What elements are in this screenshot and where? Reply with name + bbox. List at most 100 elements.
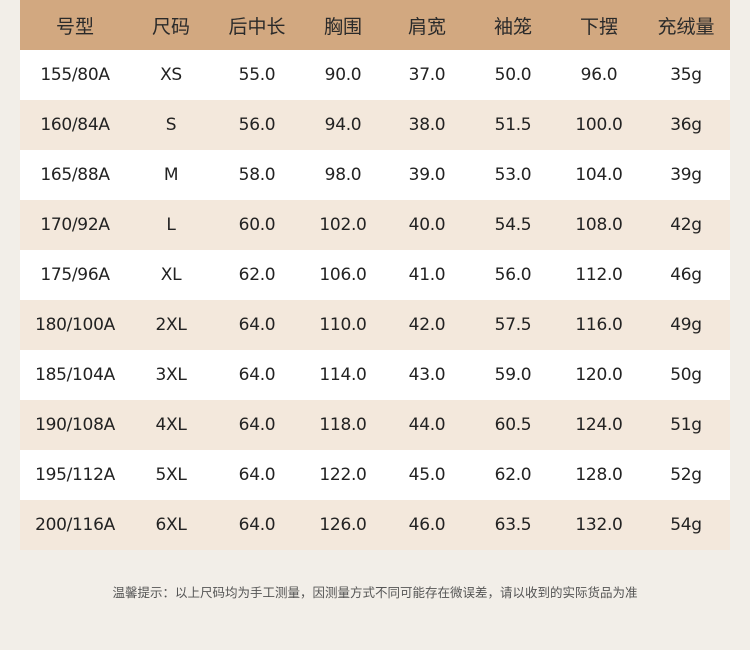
table-cell: 4XL: [155, 415, 187, 435]
table-cell: 40.0: [408, 215, 446, 235]
table-cell: 51g: [670, 415, 702, 435]
header-cell: 下摆: [579, 15, 618, 38]
table-cell: XL: [160, 265, 182, 285]
table-cell: 116.0: [575, 315, 623, 335]
table-cell: 110.0: [319, 315, 367, 335]
table-cell: 128.0: [575, 465, 623, 485]
table-cell: 51.5: [494, 115, 532, 135]
table-cell: 112.0: [575, 265, 623, 285]
table-cell: 62.0: [238, 265, 276, 285]
header-cell: 后中长: [228, 15, 286, 38]
table-cell: 64.0: [238, 365, 276, 385]
table-cell: 41.0: [408, 265, 446, 285]
table-cell: 54g: [670, 515, 702, 535]
table-cell: 132.0: [575, 515, 623, 535]
table-cell: 44.0: [408, 415, 446, 435]
table-cell: 42g: [670, 215, 702, 235]
table-row: 175/96A XL 62.0 106.0 41.0 56.0 112.0 46g: [20, 250, 730, 300]
table-cell: 60.0: [238, 215, 276, 235]
table-cell: 102.0: [319, 215, 367, 235]
measurement-note: 温馨提示：以上尺码均为手工测量，因测量方式不同可能存在微误差，请以收到的实际货品…: [112, 585, 638, 600]
table-cell: 60.5: [494, 415, 532, 435]
table-cell: 64.0: [238, 515, 276, 535]
header-cell: 胸围: [323, 15, 362, 38]
table-cell: L: [166, 215, 176, 235]
table-cell: 55.0: [238, 65, 276, 85]
table-cell: 50.0: [494, 65, 532, 85]
table-cell: 155/80A: [40, 65, 110, 85]
table-cell: 45.0: [408, 465, 446, 485]
table-cell: 170/92A: [40, 215, 110, 235]
table-cell: 54.5: [494, 215, 532, 235]
table-cell: 39.0: [408, 165, 446, 185]
table-row: 190/108A 4XL 64.0 118.0 44.0 60.5 124.0 51g: [20, 400, 730, 450]
table-cell: 64.0: [238, 465, 276, 485]
table-cell: 120.0: [575, 365, 623, 385]
table-cell: 160/84A: [40, 115, 110, 135]
header-cell: 充绒量: [657, 15, 715, 38]
table-cell: 59.0: [494, 365, 532, 385]
table-cell: 2XL: [155, 315, 187, 335]
table-cell: 64.0: [238, 415, 276, 435]
table-cell: 114.0: [319, 365, 367, 385]
table-cell: 195/112A: [35, 465, 115, 485]
header-cell: 号型: [55, 15, 94, 38]
table-cell: 53.0: [494, 165, 532, 185]
table-row: 165/88A M 58.0 98.0 39.0 53.0 104.0 39g: [20, 150, 730, 200]
table-row: 200/116A 6XL 64.0 126.0 46.0 63.5 132.0 54g: [20, 500, 730, 550]
table-row: 155/80A XS 55.0 90.0 37.0 50.0 96.0 35g: [20, 50, 730, 100]
table-cell: 200/116A: [35, 515, 115, 535]
header-cell: 尺码: [151, 15, 190, 38]
table-row: 170/92A L 60.0 102.0 40.0 54.5 108.0 42g: [20, 200, 730, 250]
table-cell: 63.5: [494, 515, 532, 535]
table-cell: 46g: [670, 265, 702, 285]
table-row: 195/112A 5XL 64.0 122.0 45.0 62.0 128.0 52g: [20, 450, 730, 500]
table-cell: 62.0: [494, 465, 532, 485]
table-cell: 175/96A: [40, 265, 110, 285]
table-cell: M: [163, 165, 179, 185]
table-cell: 43.0: [408, 365, 446, 385]
table-cell: 35g: [670, 65, 702, 85]
table-cell: 39g: [670, 165, 702, 185]
table-cell: 124.0: [575, 415, 623, 435]
table-cell: 56.0: [494, 265, 532, 285]
table-cell: 52g: [670, 465, 702, 485]
header-cell: 袖笼: [493, 15, 532, 38]
table-header: 号型 尺码 后中长 胸围 肩宽 袖笼 下摆 充绒量: [20, 0, 730, 50]
table-cell: 98.0: [324, 165, 362, 185]
table-cell: 6XL: [155, 515, 187, 535]
table-cell: 180/100A: [35, 315, 115, 335]
table-cell: 104.0: [575, 165, 623, 185]
table-cell: 165/88A: [40, 165, 110, 185]
table-cell: 42.0: [408, 315, 446, 335]
table-cell: 56.0: [238, 115, 276, 135]
table-cell: 37.0: [408, 65, 446, 85]
table-cell: 100.0: [575, 115, 623, 135]
table-row: 185/104A 3XL 64.0 114.0 43.0 59.0 120.0 50g: [20, 350, 730, 400]
table-cell: 190/108A: [35, 415, 115, 435]
header-cell: 肩宽: [407, 15, 446, 38]
table-cell: 49g: [670, 315, 702, 335]
table-cell: 185/104A: [35, 365, 115, 385]
table-cell: 58.0: [238, 165, 276, 185]
table-cell: 57.5: [494, 315, 532, 335]
table-cell: 118.0: [319, 415, 367, 435]
size-chart-table: 号型 尺码 后中长 胸围 肩宽 袖笼 下摆 充绒量 155/80A XS 55.0 9…: [20, 0, 730, 550]
table-cell: 50g: [670, 365, 702, 385]
table-cell: 122.0: [319, 465, 367, 485]
table-cell: 96.0: [580, 65, 618, 85]
table-cell: 64.0: [238, 315, 276, 335]
table-body: 155/80A XS 55.0 90.0 37.0 50.0 96.0 35g 160/84A S…: [20, 50, 730, 550]
table-cell: XS: [160, 65, 182, 85]
header-row: 号型 尺码 后中长 胸围 肩宽 袖笼 下摆 充绒量: [20, 0, 730, 50]
table-cell: 108.0: [575, 215, 623, 235]
table-cell: S: [165, 115, 177, 135]
table-cell: 94.0: [324, 115, 362, 135]
table-cell: 36g: [670, 115, 702, 135]
table-row: 160/84A S 56.0 94.0 38.0 51.5 100.0 36g: [20, 100, 730, 150]
table-cell: 126.0: [319, 515, 367, 535]
table-cell: 46.0: [408, 515, 446, 535]
table-row: 180/100A 2XL 64.0 110.0 42.0 57.5 116.0 49g: [20, 300, 730, 350]
table-cell: 3XL: [155, 365, 187, 385]
table-cell: 90.0: [324, 65, 362, 85]
